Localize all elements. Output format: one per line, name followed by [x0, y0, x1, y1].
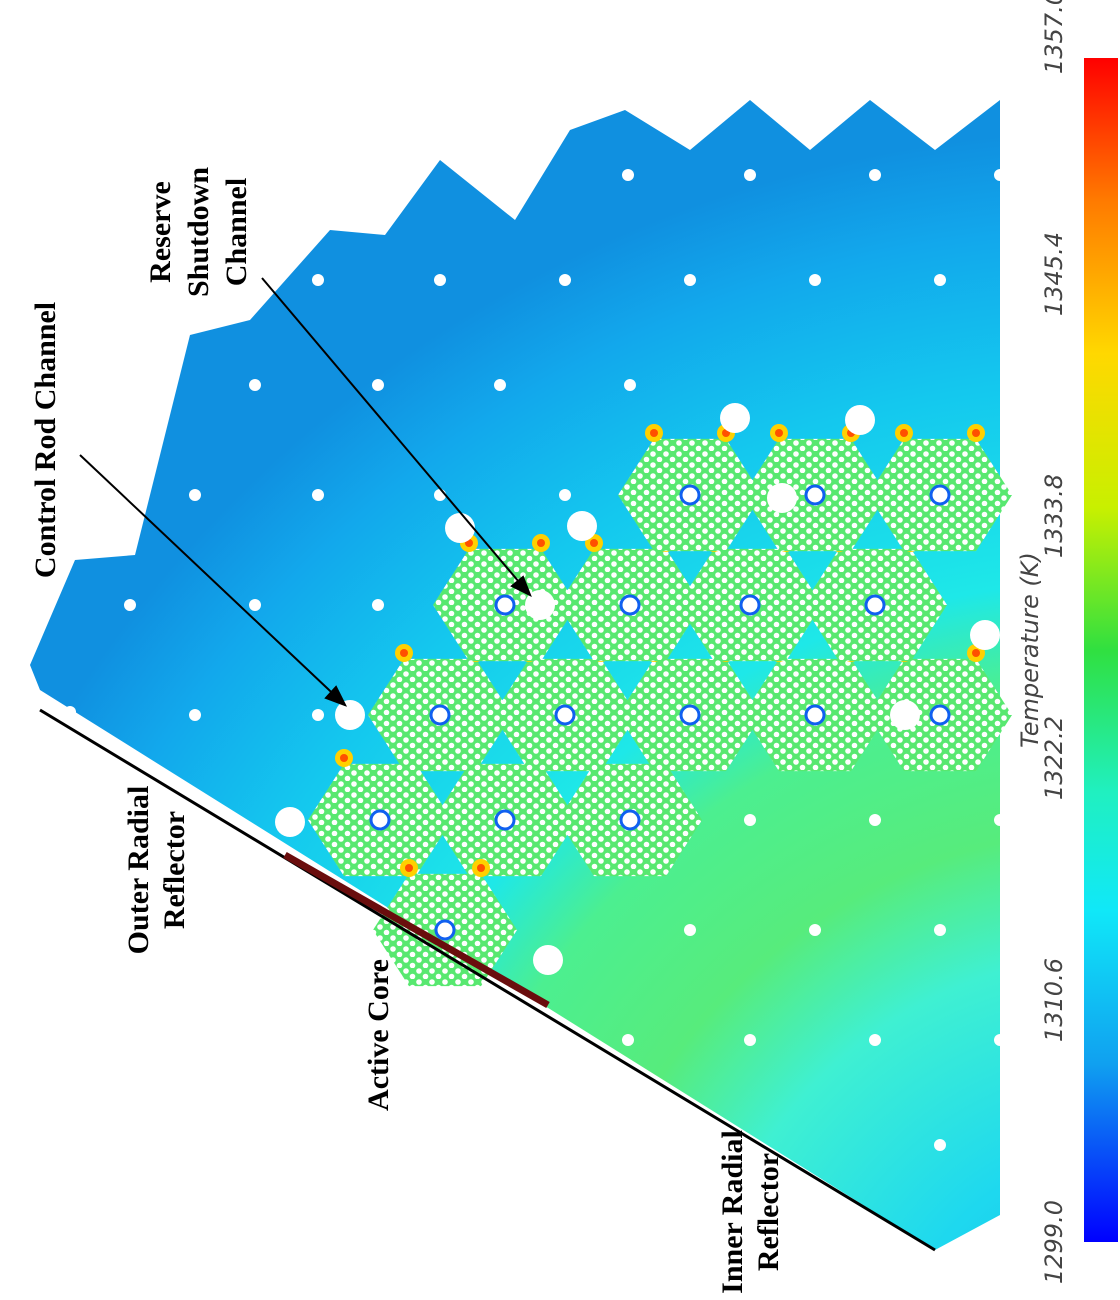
label: Active Core [362, 959, 395, 1111]
control-channel [533, 945, 563, 975]
hole [994, 814, 1006, 826]
hole [744, 1034, 756, 1046]
coolant-hole [679, 704, 701, 726]
coolant-hole [494, 594, 516, 616]
hot-spot [400, 649, 408, 657]
hole [189, 709, 201, 721]
coolant-hole [929, 484, 951, 506]
coolant-hole [929, 704, 951, 726]
hole [994, 1034, 1006, 1046]
core-boundary [283, 851, 550, 1009]
control-channel [845, 405, 875, 435]
hot-spot [340, 754, 348, 762]
coolant-hole [619, 594, 641, 616]
label: Control Rod Channel [29, 302, 62, 578]
hole [744, 169, 756, 181]
hole [934, 924, 946, 936]
hole [312, 274, 324, 286]
coolant-hole [619, 809, 641, 831]
hole [869, 1034, 881, 1046]
hole [869, 814, 881, 826]
tick-label: 1333.8 [1040, 474, 1068, 558]
hole [622, 1034, 634, 1046]
hole [809, 274, 821, 286]
hole [622, 169, 634, 181]
tick-label: 1322.2 [1040, 716, 1068, 800]
control-channel [970, 620, 1000, 650]
hot-spot [900, 429, 908, 437]
hole [559, 489, 571, 501]
control-channel [275, 807, 305, 837]
coolant-hole [494, 809, 516, 831]
hot-spot [972, 649, 980, 657]
coolant-hole [554, 704, 576, 726]
colorbar [1084, 58, 1118, 1242]
hole [684, 924, 696, 936]
hole [559, 274, 571, 286]
active-core [308, 424, 1012, 987]
hole [64, 706, 76, 718]
domain [30, 100, 1000, 1250]
label: Reserve [144, 181, 177, 283]
hole [312, 489, 324, 501]
label: Inner Radial [716, 1130, 749, 1294]
coolant-hole [429, 704, 451, 726]
hole [994, 169, 1006, 181]
hole [372, 599, 384, 611]
hot-spot [405, 864, 413, 872]
hole [624, 379, 636, 391]
arrows [79, 277, 532, 707]
hole [249, 599, 261, 611]
label: Reflector [752, 1153, 785, 1271]
hole [434, 274, 446, 286]
tick-label: 1345.4 [1040, 232, 1068, 316]
control-channel [525, 590, 555, 620]
hot-spot [775, 429, 783, 437]
symmetry-line [39, 708, 936, 1252]
coolant-hole [804, 484, 826, 506]
coolant-hole [434, 919, 456, 941]
control-channel [720, 403, 750, 433]
coolant-hole [369, 809, 391, 831]
control-channel [445, 513, 475, 543]
coolant-hole [804, 704, 826, 726]
hole [934, 274, 946, 286]
hot-spot [477, 864, 485, 872]
control-channel [767, 483, 797, 513]
tick-label: 1299.0 [1040, 1200, 1068, 1284]
control-channel [335, 700, 365, 730]
colorbar-ticks: 1357.0 1345.4 1333.8 1322.2 1310.6 1299.0 [1040, 0, 1068, 1284]
label: Reflector [158, 811, 191, 929]
tick-label: 1357.0 [1040, 0, 1068, 74]
coolant-hole [679, 484, 701, 506]
hole [124, 599, 136, 611]
hole [869, 169, 881, 181]
label: Channel [220, 178, 253, 286]
hot-spot [972, 429, 980, 437]
label: Outer Radial [122, 786, 155, 955]
control-channel [890, 700, 920, 730]
hot-spot [650, 429, 658, 437]
hole [372, 379, 384, 391]
coolant-hole [864, 594, 886, 616]
hole [189, 489, 201, 501]
hole [312, 709, 324, 721]
hot-spot [537, 539, 545, 547]
tick-label: 1310.6 [1040, 958, 1068, 1042]
control-channel [567, 511, 597, 541]
label: Shutdown [182, 167, 215, 297]
hole [934, 1139, 946, 1151]
reflector-holes [64, 169, 1006, 1151]
colorbar-title: Temperature (K) [1016, 552, 1044, 748]
hole [809, 924, 821, 936]
hole [684, 274, 696, 286]
hole [744, 814, 756, 826]
hole [249, 379, 261, 391]
hot-spot [590, 539, 598, 547]
hole [494, 379, 506, 391]
coolant-hole [739, 594, 761, 616]
